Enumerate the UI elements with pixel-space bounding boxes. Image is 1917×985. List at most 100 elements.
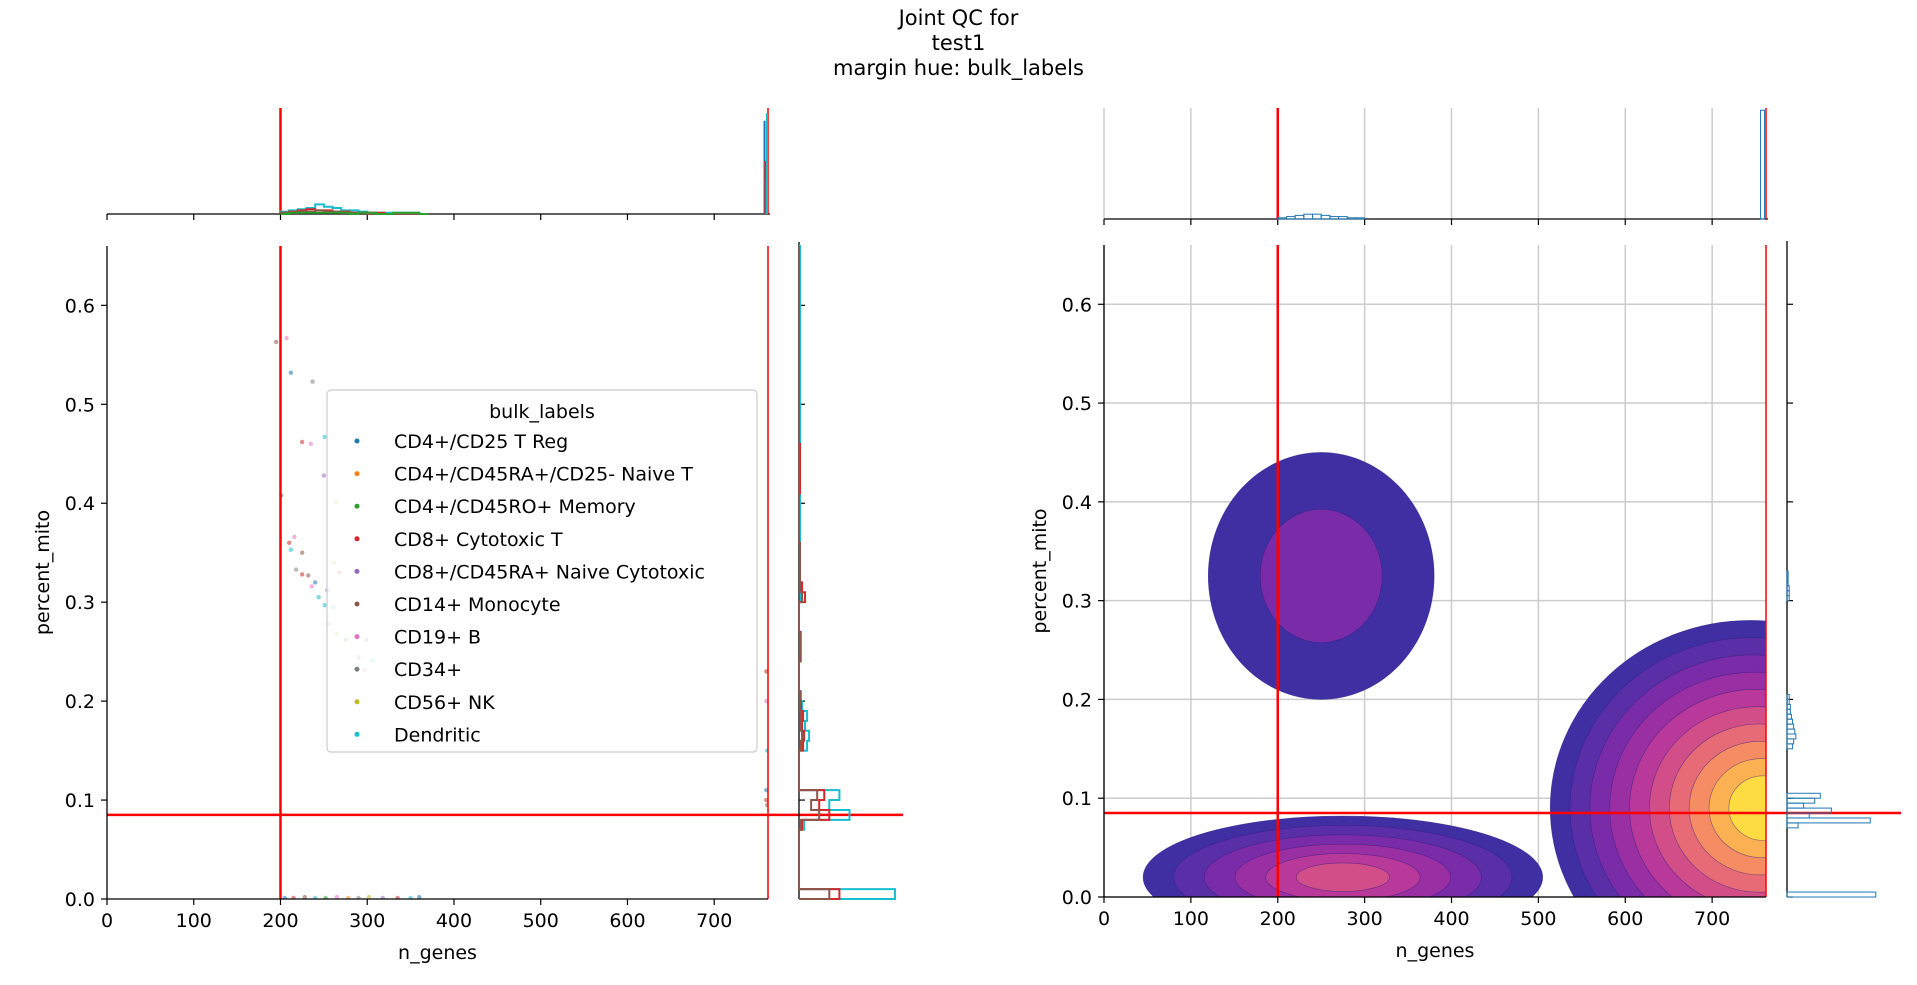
legend-marker <box>354 503 360 509</box>
y-tick-label: 0.6 <box>65 295 95 317</box>
scatter-point <box>288 547 294 552</box>
x-tick-label: 400 <box>1433 908 1469 930</box>
scatter-point <box>309 584 314 589</box>
x-tick-label: 300 <box>1346 908 1382 930</box>
legend-marker <box>354 666 360 672</box>
top-hist-bar <box>1312 213 1322 220</box>
legend-marker <box>354 568 360 574</box>
x-tick-label: 600 <box>1607 908 1643 930</box>
title-line-1: Joint QC for <box>898 6 1019 30</box>
y-tick-label: 0.5 <box>65 394 95 416</box>
scatter-point <box>322 602 327 608</box>
scatter-point <box>334 894 340 899</box>
legend-title: bulk_labels <box>489 401 595 423</box>
scatter-point <box>417 894 422 899</box>
right-hist-bar <box>1786 693 1790 700</box>
legend-label: CD4+/CD25 T Reg <box>394 431 568 453</box>
x-tick-label: 300 <box>349 910 385 932</box>
y-tick-label: 0.3 <box>1062 591 1092 613</box>
scatter-point <box>408 895 413 899</box>
scatter-point <box>764 748 768 753</box>
kde-contour-level <box>1728 775 1766 841</box>
scatter-point <box>322 434 327 440</box>
right-hist-bar <box>1786 713 1792 720</box>
y-tick-label: 0.2 <box>65 691 95 713</box>
legend-marker <box>354 731 360 737</box>
y-tick-label: 0.4 <box>1062 492 1092 514</box>
y-axis-label: percent_mito <box>1029 508 1051 633</box>
legend-marker <box>354 601 360 607</box>
scatter-point <box>293 567 299 572</box>
right-hist-bar <box>1786 703 1791 710</box>
scatter-point <box>282 895 288 899</box>
scatter-point <box>395 895 400 899</box>
legend-marker <box>354 536 360 542</box>
legend-marker <box>354 634 360 640</box>
right-hist-bar <box>1786 570 1789 577</box>
scatter-point <box>312 895 318 899</box>
x-tick-label: 0 <box>1098 908 1110 930</box>
top-hist-bar <box>1355 217 1366 220</box>
y-tick-label: 0.2 <box>1062 689 1092 711</box>
x-tick-label: 500 <box>523 910 559 932</box>
legend-label: CD14+ Monocyte <box>394 594 561 616</box>
y-tick-label: 0.0 <box>1062 887 1092 909</box>
scatter-point <box>292 534 297 540</box>
left-joint-plot: 0 100 200 300 400 500 600 700 0.0 0.1 0.2 0.3 0.4 0.5… <box>32 108 903 964</box>
figure-title: Joint QC for test1 margin hue: bulk_labe… <box>0 6 1917 81</box>
scatter-point <box>312 580 318 585</box>
y-tick-label: 0.5 <box>1062 393 1092 415</box>
right-hist-bar <box>1786 590 1790 597</box>
right-hist-bar <box>1786 817 1871 824</box>
scatter-point <box>288 370 294 375</box>
y-tick-label: 0.1 <box>65 790 95 812</box>
x-tick-label: 200 <box>1260 908 1296 930</box>
scatter-point <box>764 802 768 808</box>
scatter-point <box>308 441 314 447</box>
top-hist-bar <box>1303 213 1314 220</box>
top-hist-bar <box>1285 216 1296 220</box>
scatter-point <box>321 473 327 478</box>
legend-label: CD4+/CD45RO+ Memory <box>394 496 636 518</box>
right-hist-bar <box>1786 792 1821 799</box>
scatter-point <box>356 895 361 899</box>
y-axis-label: percent_mito <box>32 510 54 635</box>
scatter-point <box>316 595 321 600</box>
legend-label: CD4+/CD45RA+/CD25- Naive T <box>394 464 693 486</box>
x-tick-label: 500 <box>1520 908 1556 930</box>
x-tick-label: 100 <box>1173 908 1209 930</box>
x-tick-label: 700 <box>1694 908 1730 930</box>
right-hist-bar <box>1786 585 1790 592</box>
x-tick-label: 600 <box>609 910 645 932</box>
scatter-point <box>286 540 292 546</box>
right-hist-bar <box>1786 822 1799 829</box>
right-joint-plot: 0 100 200 300 400 500 600 700 0.0 0.1 0.2 0.3 0.4 0.5… <box>1029 108 1901 962</box>
right-hist-bar <box>1786 743 1794 750</box>
legend-label: Dendritic <box>394 724 481 746</box>
right-hist-bar <box>1786 728 1796 735</box>
scatter-point <box>299 439 305 445</box>
scatter-point <box>291 895 296 899</box>
legend-label: CD56+ NK <box>394 692 495 714</box>
scatter-point <box>345 895 351 899</box>
scatter-point <box>764 698 768 704</box>
legend-marker <box>354 471 360 477</box>
top-hist-series <box>280 211 428 215</box>
right-hist-bar <box>1786 733 1797 740</box>
title-line-2: test1 <box>931 31 986 55</box>
right-hist-bar <box>1786 595 1790 602</box>
legend-label: CD8+ Cytotoxic T <box>394 529 563 551</box>
scatter-point <box>310 379 315 384</box>
right-hist-bar <box>1786 723 1795 730</box>
top-hist-bar <box>1329 216 1340 220</box>
right-hist-bar <box>1786 891 1877 898</box>
legend: bulk_labels CD4+/CD25 T Reg CD4+/CD45RA+/C… <box>326 389 758 753</box>
legend-label: CD34+ <box>394 659 462 681</box>
right-hist-bar <box>1786 698 1790 705</box>
kde-contour-level <box>1259 508 1383 643</box>
legend-marker <box>354 699 360 705</box>
right-hist-bar <box>1786 802 1805 809</box>
x-tick-label: 400 <box>436 910 472 932</box>
scatter-point <box>764 797 768 803</box>
